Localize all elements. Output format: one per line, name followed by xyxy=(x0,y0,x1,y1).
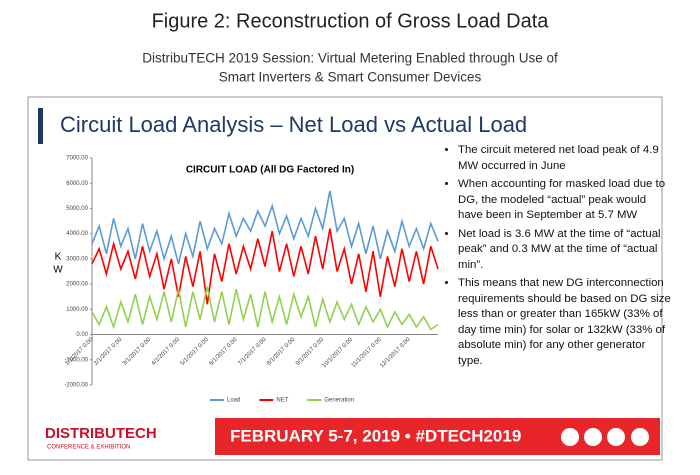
y-tick-label: 6000.00 xyxy=(66,181,88,187)
y-tick-label: 1000.00 xyxy=(66,307,88,313)
title-accent xyxy=(38,108,43,144)
bullet: This means that new DG interconnection r… xyxy=(458,276,673,369)
banner-text: FEBRUARY 5-7, 2019 • #DTECH2019 xyxy=(230,426,521,445)
series-line xyxy=(91,286,439,331)
y-tick-label: -1000.00 xyxy=(64,357,88,363)
social-icon xyxy=(561,428,579,446)
logo: DISTRIBUTECH xyxy=(45,425,157,442)
y-tick-label: 7000.00 xyxy=(66,156,88,162)
legend-label: Load xyxy=(227,398,240,404)
bullet: Net load is 3.6 MW at the time of “actua… xyxy=(458,227,673,274)
series-line xyxy=(91,228,439,305)
bullet: When accounting for masked load due to D… xyxy=(458,177,673,224)
figure-subtitle: DistribuTECH 2019 Session: Virtual Meter… xyxy=(142,51,558,66)
social-icon xyxy=(607,428,625,446)
figure-subtitle: Smart Inverters & Smart Consumer Devices xyxy=(219,70,482,85)
y-tick-label: 3000.00 xyxy=(66,256,88,262)
y-tick-label: 0.00 xyxy=(76,332,88,338)
y-tick-label: -2000.00 xyxy=(64,383,88,389)
slide-title: Circuit Load Analysis – Net Load vs Actu… xyxy=(60,112,527,137)
legend-label: Generation xyxy=(324,398,354,404)
figure-title: Figure 2: Reconstruction of Gross Load D… xyxy=(152,10,550,32)
bullet-list: The circuit metered net load peak of 4.9… xyxy=(446,143,673,372)
chart-title: CIRCUIT LOAD (All DG Factored In) xyxy=(186,165,354,176)
social-icon xyxy=(631,428,649,446)
logo-sub: CONFERENCE & EXHIBITION xyxy=(47,445,130,451)
y-tick-label: 4000.00 xyxy=(66,231,88,237)
y-tick-label: 5000.00 xyxy=(66,206,88,212)
social-icon xyxy=(584,428,602,446)
legend-label: NET xyxy=(276,398,288,404)
y-tick-label: 2000.00 xyxy=(66,282,88,288)
y-axis-label: K xyxy=(55,252,62,263)
series-line xyxy=(91,190,439,265)
slide-frame xyxy=(27,96,663,461)
y-axis-label: W xyxy=(53,265,63,276)
bullet: The circuit metered net load peak of 4.9… xyxy=(458,143,673,174)
